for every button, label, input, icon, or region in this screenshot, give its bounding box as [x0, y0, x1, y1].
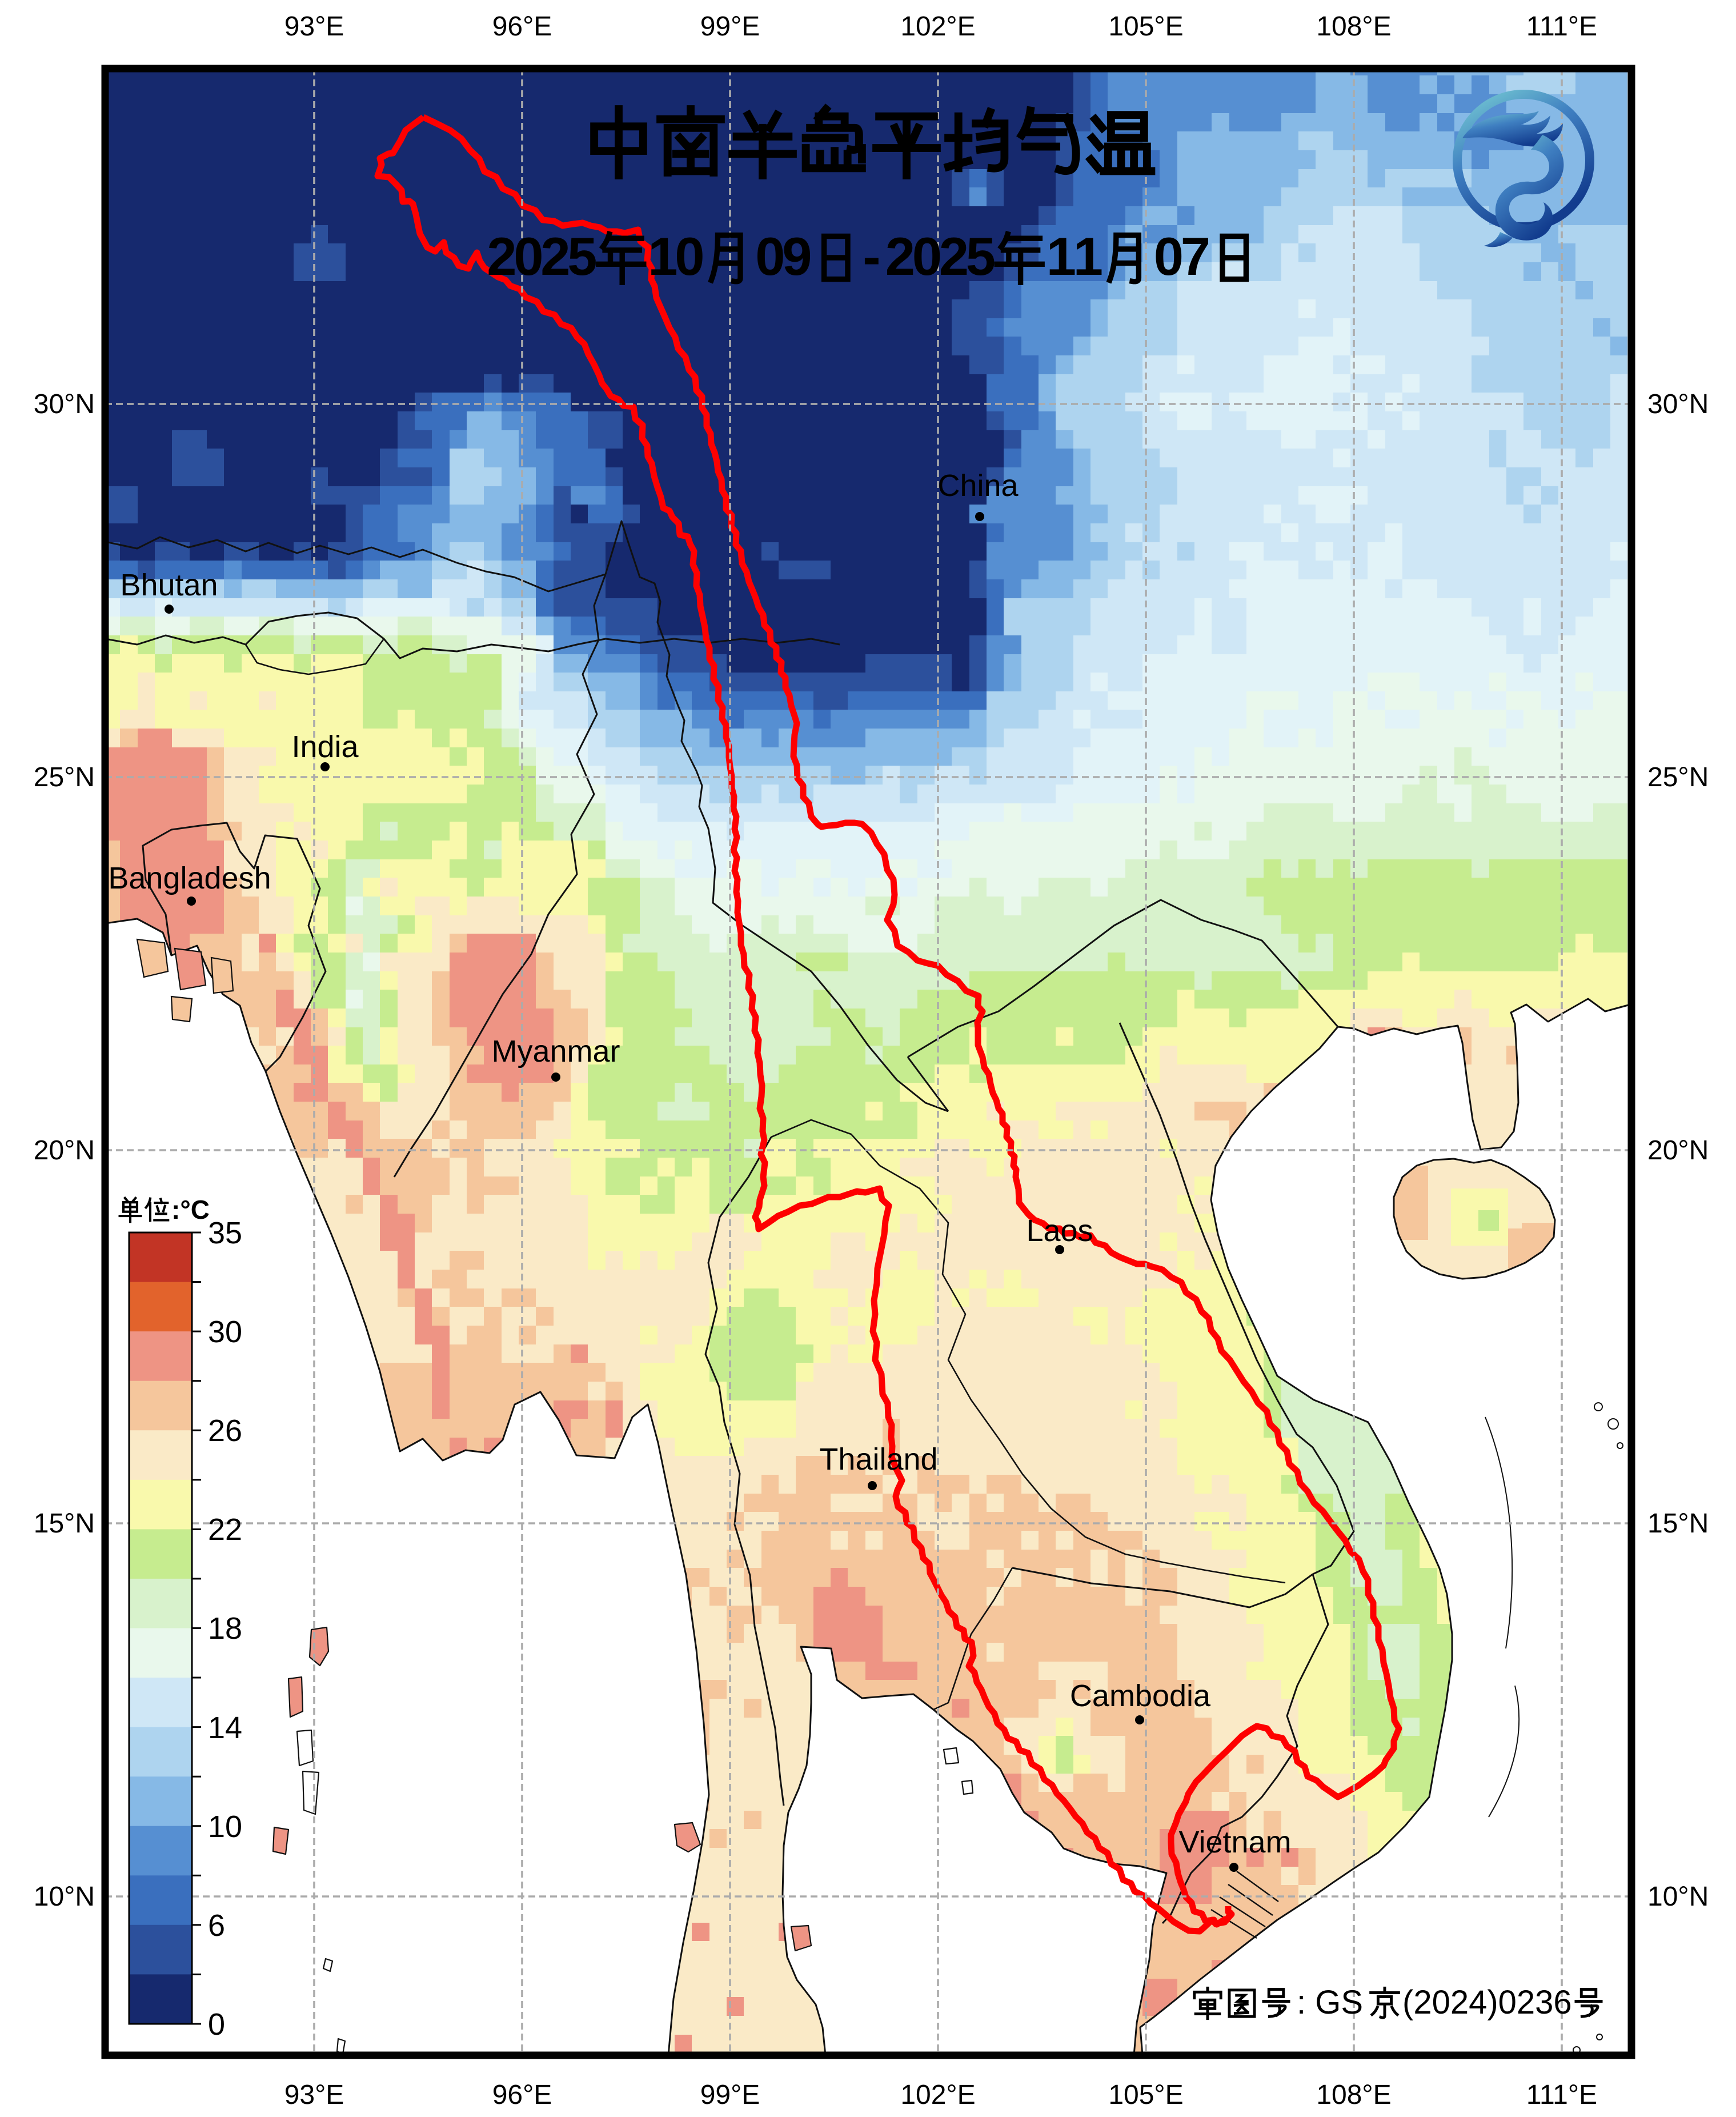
- svg-text:15°N: 15°N: [1647, 1508, 1709, 1539]
- svg-text:10: 10: [208, 1810, 242, 1844]
- svg-text:26: 26: [208, 1414, 242, 1448]
- svg-text::°C: :°C: [171, 1195, 210, 1224]
- svg-text:9: 9: [782, 226, 812, 286]
- svg-text:2: 2: [885, 226, 915, 286]
- svg-text:96°E: 96°E: [492, 11, 552, 42]
- svg-text:93°E: 93°E: [284, 2080, 344, 2110]
- svg-text:10°N: 10°N: [1647, 1882, 1709, 1912]
- svg-text:Myanmar: Myanmar: [491, 1034, 620, 1068]
- svg-text:2: 2: [540, 226, 570, 286]
- svg-text:0: 0: [912, 226, 942, 286]
- svg-text:99°E: 99°E: [700, 11, 760, 42]
- svg-text:30°N: 30°N: [1647, 389, 1709, 419]
- svg-text:105°E: 105°E: [1108, 11, 1183, 42]
- svg-text:111°E: 111°E: [1526, 2080, 1597, 2110]
- svg-text:20°N: 20°N: [1647, 1135, 1709, 1166]
- svg-text:0: 0: [755, 226, 785, 286]
- svg-text:30°N: 30°N: [34, 389, 95, 419]
- svg-text:5: 5: [966, 226, 996, 286]
- svg-text:22: 22: [208, 1512, 242, 1547]
- svg-text:108°E: 108°E: [1316, 2080, 1391, 2110]
- svg-text:102°E: 102°E: [900, 11, 975, 42]
- svg-text:1: 1: [1073, 226, 1103, 286]
- svg-text:Bangladesh: Bangladesh: [108, 861, 271, 895]
- svg-text:96°E: 96°E: [492, 2080, 552, 2110]
- svg-text:2: 2: [487, 226, 516, 286]
- svg-text:30: 30: [208, 1315, 242, 1349]
- svg-text:20°N: 20°N: [34, 1135, 95, 1166]
- svg-text:25°N: 25°N: [34, 762, 95, 793]
- svg-text:25°N: 25°N: [1647, 762, 1709, 793]
- svg-text:Cambodia: Cambodia: [1070, 1679, 1211, 1713]
- svg-text:35: 35: [208, 1216, 242, 1250]
- svg-text:Thailand: Thailand: [819, 1442, 937, 1476]
- svg-text:1: 1: [648, 226, 677, 286]
- svg-text:Laos: Laos: [1026, 1214, 1093, 1248]
- svg-text:0: 0: [1154, 226, 1184, 286]
- svg-text:Bhutan: Bhutan: [120, 568, 218, 602]
- svg-text:China: China: [937, 469, 1019, 503]
- svg-text:1: 1: [1047, 226, 1076, 286]
- svg-text:Vietnam: Vietnam: [1178, 1825, 1291, 1859]
- svg-text:10°N: 10°N: [34, 1882, 95, 1912]
- svg-text:18: 18: [208, 1611, 242, 1646]
- svg-text:: GS: : GS: [1297, 1984, 1363, 2021]
- svg-text:(2024)0236: (2024)0236: [1402, 1984, 1572, 2021]
- svg-text:India: India: [291, 730, 359, 764]
- svg-text:2: 2: [939, 226, 969, 286]
- svg-text:0: 0: [675, 226, 704, 286]
- svg-text:5: 5: [567, 226, 597, 286]
- svg-text:7: 7: [1181, 226, 1210, 286]
- svg-text:0: 0: [208, 2007, 225, 2042]
- svg-text:15°N: 15°N: [34, 1508, 95, 1539]
- svg-text:99°E: 99°E: [700, 2080, 760, 2110]
- svg-text:6: 6: [208, 1908, 225, 1943]
- svg-text:111°E: 111°E: [1526, 11, 1597, 42]
- svg-text:0: 0: [514, 226, 543, 286]
- svg-text:-: -: [863, 226, 880, 286]
- svg-text:93°E: 93°E: [284, 11, 344, 42]
- svg-text:14: 14: [208, 1711, 242, 1745]
- svg-text:102°E: 102°E: [900, 2080, 975, 2110]
- svg-text:105°E: 105°E: [1108, 2080, 1183, 2110]
- svg-text:108°E: 108°E: [1316, 11, 1391, 42]
